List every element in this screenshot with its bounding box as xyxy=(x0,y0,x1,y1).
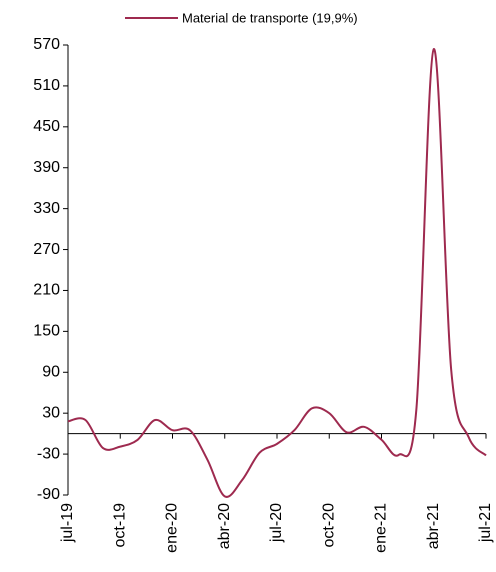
y-tick-label: 570 xyxy=(33,36,60,53)
x-tick-label: jul-21 xyxy=(477,503,494,543)
x-tick-label: jul-19 xyxy=(59,503,76,543)
x-tick-label: ene-21 xyxy=(373,503,390,553)
y-tick-label: 210 xyxy=(33,282,60,299)
y-tick-label: 90 xyxy=(42,363,60,380)
y-tick-label: 150 xyxy=(33,323,60,340)
y-tick-label: 510 xyxy=(33,77,60,94)
y-tick-label: 390 xyxy=(33,159,60,176)
y-tick-label: 330 xyxy=(33,200,60,217)
x-tick-label: oct-20 xyxy=(320,503,337,548)
y-tick-label: -90 xyxy=(37,486,60,503)
x-tick-label: jul-20 xyxy=(268,503,285,543)
x-tick-label: abr-20 xyxy=(216,503,233,549)
legend-label: Material de transporte (19,9%) xyxy=(182,10,358,25)
y-tick-label: 270 xyxy=(33,241,60,258)
x-tick-label: ene-20 xyxy=(164,503,181,553)
y-tick-label: 450 xyxy=(33,118,60,135)
y-tick-label: 30 xyxy=(42,404,60,421)
x-tick-label: oct-19 xyxy=(111,503,128,548)
y-tick-label: -30 xyxy=(37,445,60,462)
series-line xyxy=(67,48,487,498)
x-tick-label: abr-21 xyxy=(425,503,442,549)
